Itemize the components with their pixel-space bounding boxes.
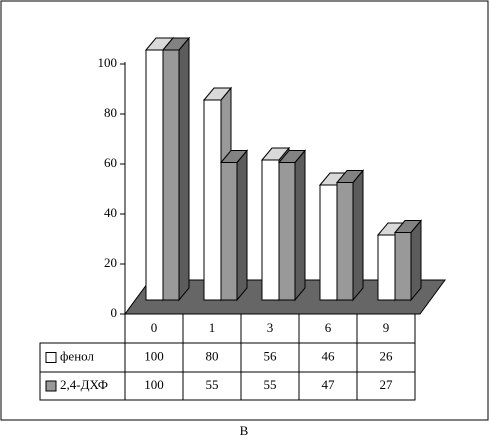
bar [393, 219, 423, 302]
bar [277, 149, 307, 302]
legend-label: фенол [60, 348, 94, 363]
bar-face [294, 149, 306, 302]
bar-face [336, 182, 354, 301]
bar [161, 36, 191, 302]
bar-face [352, 169, 364, 302]
table-value: 56 [264, 348, 278, 363]
bar-face [203, 99, 222, 301]
table-border [124, 313, 416, 401]
bar-face [178, 36, 190, 302]
bar-face [319, 184, 338, 301]
bar-face [220, 162, 238, 301]
table-value: 26 [380, 348, 394, 363]
legend-label: 2,4-ДХФ [60, 377, 108, 392]
y-tick-label: 0 [111, 305, 118, 320]
table-value: 27 [380, 377, 394, 392]
legend-swatch [45, 380, 57, 392]
bar-face [377, 234, 396, 301]
y-tick-label: 80 [104, 105, 117, 120]
x-tick-label: 6 [325, 320, 332, 335]
bar-face [394, 232, 412, 301]
x-tick-label: 0 [151, 320, 158, 335]
bar-face [278, 162, 296, 301]
bar [219, 149, 249, 302]
table-value: 55 [264, 377, 277, 392]
table-value: 100 [144, 377, 164, 392]
table-value: 80 [206, 348, 219, 363]
x-tick-label: 3 [267, 320, 274, 335]
table-value: 46 [322, 348, 336, 363]
y-tick-label: 20 [104, 255, 117, 270]
bar [335, 169, 365, 302]
table-value: 100 [144, 348, 164, 363]
x-tick-label: 9 [383, 320, 390, 335]
x-tick-label: 1 [209, 320, 216, 335]
table-value: 47 [322, 377, 336, 392]
y-tick-label: 40 [104, 205, 117, 220]
bar-face [145, 49, 164, 301]
bar-face [261, 159, 280, 301]
caption: B [240, 423, 249, 438]
table-value: 55 [206, 377, 219, 392]
y-tick-label: 60 [104, 155, 117, 170]
bar-face [162, 49, 180, 301]
y-tick-label: 100 [98, 55, 118, 70]
legend-swatch [45, 352, 57, 363]
bar-face [410, 219, 422, 302]
bar-face [236, 149, 248, 302]
